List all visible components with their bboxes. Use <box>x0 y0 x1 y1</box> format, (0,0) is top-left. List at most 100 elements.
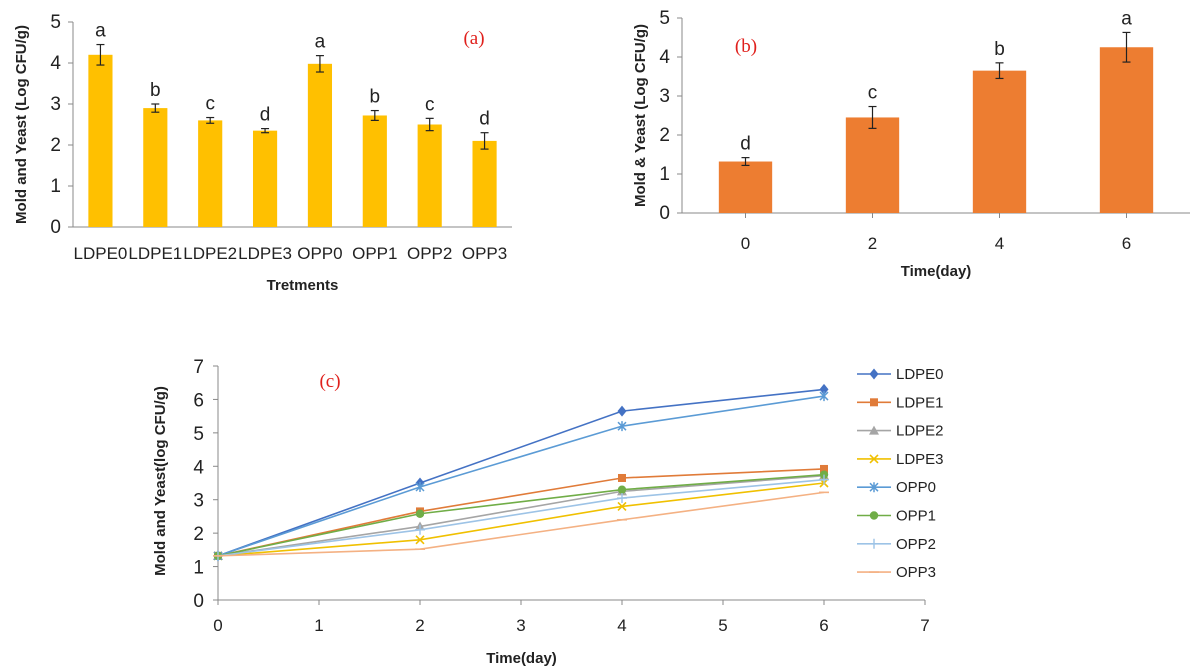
significance-label: c <box>868 83 878 104</box>
series-line <box>217 468 825 557</box>
series-line <box>217 388 825 557</box>
y-tick-label: 6 <box>193 390 204 411</box>
bar-OPP3 <box>472 140 497 227</box>
x-axis-title: Tretments <box>267 277 339 294</box>
marker-shape <box>869 368 879 380</box>
y-tick-label: 5 <box>193 424 204 445</box>
y-tick-label: 0 <box>50 217 61 238</box>
y-tick-label: 1 <box>659 164 670 185</box>
series-OPP3 <box>213 491 829 557</box>
significance-label: d <box>479 109 490 130</box>
x-tick-label: OPP2 <box>407 244 452 263</box>
marker-shape <box>819 474 829 485</box>
series-line <box>217 473 825 557</box>
significance-label: d <box>740 134 751 155</box>
marker-circle <box>819 470 829 479</box>
bar-LDPE2 <box>198 120 223 227</box>
y-axis-title: Mold and Yeast (Log CFU/g) <box>13 25 30 224</box>
x-tick-label: 4 <box>995 234 1004 253</box>
marker-shape <box>415 482 425 493</box>
marker-shape <box>617 485 627 494</box>
marker-diamond <box>869 368 879 380</box>
x-axis-title: Time(day) <box>901 263 972 280</box>
legend-label: OPP3 <box>896 564 936 581</box>
marker-shape <box>869 538 879 549</box>
marker-plus <box>869 538 879 549</box>
series-OPP0 <box>213 391 829 561</box>
marker-shape <box>617 493 627 504</box>
x-tick-label: 7 <box>920 616 929 635</box>
marker-shape <box>869 425 879 435</box>
marker-shape <box>869 511 879 520</box>
series-LDPE1 <box>214 464 828 560</box>
y-axis-title: Mold and Yeast(log CFU/g) <box>152 386 169 576</box>
legend-item-LDPE1: LDPE1 <box>857 394 944 411</box>
x-tick-label: 4 <box>617 616 626 635</box>
bar-LDPE3 <box>252 130 278 227</box>
marker-x <box>869 454 879 464</box>
marker-plus <box>415 524 425 535</box>
y-tick-label: 1 <box>193 558 204 579</box>
chart-a: 0 1 2 3 4 5 a LDPE0 b LDPE1 c LDPE2 d LDPE3 a OPP0 b OPP1… <box>13 12 512 294</box>
legend-item-LDPE3: LDPE3 <box>857 451 944 468</box>
marker-circle <box>415 509 425 518</box>
legend-label: OPP2 <box>896 536 936 553</box>
bar-OPP2 <box>417 124 442 227</box>
x-tick-label: 6 <box>819 616 828 635</box>
marker-shape <box>819 391 829 402</box>
y-tick-label: 4 <box>50 53 61 74</box>
significance-label: a <box>315 32 326 53</box>
significance-label: b <box>994 39 1005 60</box>
significance-label: d <box>260 105 271 126</box>
legend-item-LDPE2: LDPE2 <box>857 423 944 440</box>
marker-x <box>617 501 627 511</box>
bar-6 <box>1099 47 1154 213</box>
legend-label: LDPE1 <box>896 394 944 411</box>
bar-0 <box>718 161 773 213</box>
significance-label: b <box>370 87 381 108</box>
legend-label: LDPE0 <box>896 366 944 383</box>
bar-2 <box>845 117 900 213</box>
significance-label: a <box>95 21 106 42</box>
y-tick-label: 2 <box>659 125 670 146</box>
marker-shape <box>819 383 829 395</box>
legend-label: LDPE3 <box>896 451 944 468</box>
marker-diamond <box>819 383 829 395</box>
y-tick-label: 0 <box>659 203 670 224</box>
significance-label: b <box>150 80 161 101</box>
series-line <box>217 482 825 557</box>
x-tick-label: 2 <box>868 234 877 253</box>
legend-item-OPP3: OPP3 <box>857 564 936 581</box>
series-OPP2 <box>213 474 829 561</box>
x-tick-label: OPP3 <box>462 244 507 263</box>
x-tick-label: LDPE1 <box>128 244 182 263</box>
legend-label: OPP0 <box>896 479 936 496</box>
marker-shape <box>415 535 425 545</box>
series-line <box>217 478 825 557</box>
x-tick-label: 5 <box>718 616 727 635</box>
y-tick-label: 4 <box>659 47 670 68</box>
marker-square <box>870 398 878 407</box>
y-tick-label: 3 <box>659 86 670 107</box>
y-tick-label: 2 <box>193 524 204 545</box>
x-tick-label: LDPE3 <box>238 244 292 263</box>
marker-circle <box>869 511 879 520</box>
bar-LDPE0 <box>88 54 113 227</box>
x-tick-label: 2 <box>415 616 424 635</box>
legend-item-OPP2: OPP2 <box>857 536 936 553</box>
chart-c: 0 1 2 3 4 5 6 7 0 1 2 3 4 5 6 7 Time(day) Mold and Yeast(… <box>152 357 944 666</box>
significance-label: a <box>1121 8 1132 29</box>
legend-item-OPP1: OPP1 <box>857 508 936 525</box>
x-tick-label: OPP0 <box>297 244 342 263</box>
x-tick-label: 6 <box>1122 234 1131 253</box>
marker-shape <box>820 464 828 473</box>
y-tick-label: 2 <box>50 135 61 156</box>
bar-OPP1 <box>362 115 387 227</box>
chart-b: 0 1 2 3 4 5 d 0 c 2 b 4 a 6 Time(day) Mold & Yeast (Log… <box>632 8 1190 280</box>
series-line <box>217 474 825 557</box>
series-LDPE2 <box>213 470 829 560</box>
series-line <box>217 491 825 557</box>
marker-triangle <box>869 425 879 435</box>
x-tick-label: 3 <box>516 616 525 635</box>
